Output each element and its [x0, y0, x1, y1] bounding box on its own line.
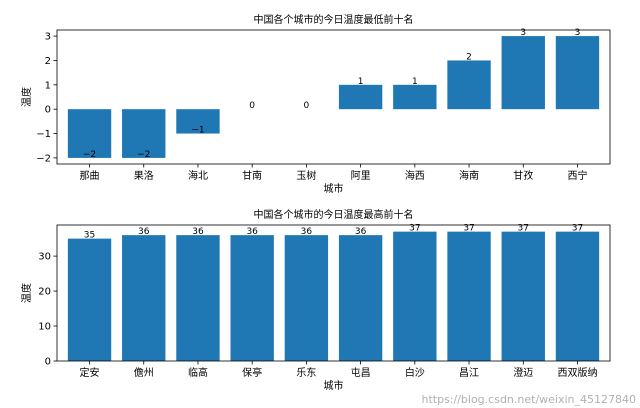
chart1-bar-8 — [447, 60, 491, 110]
chart2-data-label-3: 36 — [192, 227, 204, 237]
chart1-bar-2 — [122, 109, 166, 158]
chart1-bar-1 — [67, 109, 112, 158]
chart2-data-label-9: 37 — [518, 224, 529, 234]
chart1-x-tick-label-8: 海南 — [459, 169, 479, 182]
chart2-bar-5 — [284, 235, 329, 361]
chart1-data-label-1: −2 — [83, 150, 96, 160]
chart2-y-tick-label-1: 0 — [45, 357, 51, 368]
chart2-data-label-2: 36 — [138, 227, 150, 237]
chart2-bar-3 — [176, 235, 220, 361]
chart2-y-tick-label-3: 20 — [38, 287, 51, 298]
chart1-bar-9 — [501, 36, 545, 110]
chart1-x-tick-label-7: 海西 — [405, 169, 425, 182]
chart1-y-axis-label: 温度 — [20, 87, 33, 107]
chart2-x-tick-label-2: 儋州 — [134, 366, 154, 379]
chart1-data-label-2: −2 — [137, 150, 150, 160]
chart1-bar-3 — [176, 109, 220, 134]
chart1-x-tick-label-6: 阿里 — [351, 170, 371, 182]
chart1-data-label-10: 3 — [575, 28, 581, 38]
chart2-bar-8 — [447, 231, 491, 361]
chart1-x-tick-label-5: 玉树 — [296, 169, 316, 182]
chart2-x-tick-label-3: 临高 — [188, 366, 208, 379]
chart2-x-tick-label-5: 乐东 — [296, 366, 316, 379]
chart1-y-tick-label-2: −1 — [36, 129, 51, 140]
chart2-bar-1 — [67, 238, 112, 361]
chart1-data-label-3: −1 — [191, 126, 204, 136]
chart1-x-tick-label-10: 西宁 — [567, 169, 587, 182]
chart2-y-tick-label-2: 10 — [38, 322, 51, 333]
chart1-x-tick-label-3: 海北 — [188, 169, 208, 182]
chart2-y-axis-label: 温度 — [20, 283, 33, 303]
chart2-x-tick-label-9: 澄迈 — [513, 366, 533, 379]
chart1-data-label-8: 2 — [466, 52, 472, 62]
chart1-y-tick-label-4: 1 — [45, 80, 51, 91]
chart2-x-axis-label: 城市 — [324, 379, 344, 392]
chart2-data-label-4: 36 — [246, 227, 258, 237]
chart1-y-tick-label-5: 2 — [45, 56, 51, 67]
chart1-data-label-6: 1 — [358, 77, 364, 87]
chart1-x-tick-label-9: 甘孜 — [513, 169, 533, 182]
chart1-data-label-7: 1 — [412, 77, 418, 87]
chart2-data-label-8: 37 — [463, 224, 474, 234]
chart2-x-tick-label-10: 西双版纳 — [557, 366, 597, 379]
chart2-bar-2 — [122, 235, 166, 361]
chart1-data-label-5: 0 — [304, 101, 310, 111]
chart1-x-tick-label-4: 甘南 — [242, 169, 262, 182]
chart2-data-label-5: 36 — [301, 227, 313, 237]
chart2-data-label-1: 35 — [84, 231, 95, 241]
chart2-y-tick-label-4: 30 — [38, 252, 51, 263]
chart1-x-tick-label-1: 那曲 — [80, 170, 100, 182]
chart2-plot-frame — [56, 224, 611, 362]
chart2-x-tick-label-7: 白沙 — [405, 366, 425, 379]
chart2-bar-4 — [230, 235, 274, 361]
chart2-bar-7 — [393, 231, 437, 361]
chart1-bar-10 — [555, 36, 600, 110]
chart1-data-label-4: 0 — [249, 101, 255, 111]
chart1-data-label-9: 3 — [520, 28, 526, 38]
chart2-data-label-10: 37 — [572, 224, 583, 234]
chart1-y-tick-label-1: −2 — [36, 153, 51, 164]
chart2-x-tick-label-1: 定安 — [80, 366, 100, 379]
chart1-title: 中国各个城市的今日温度最低前十名 — [254, 13, 414, 26]
chart2-x-tick-label-8: 昌江 — [459, 367, 479, 379]
chart1-bar-6 — [338, 84, 383, 110]
chart2-title: 中国各个城市的今日温度最高前十名 — [254, 208, 414, 221]
chart1-y-tick-label-3: 0 — [45, 105, 51, 116]
chart1-bar-7 — [393, 84, 437, 110]
chart2-data-label-6: 36 — [355, 227, 367, 237]
chart1-x-axis-label: 城市 — [324, 182, 344, 195]
chart2-x-tick-label-6: 屯昌 — [351, 366, 371, 379]
chart2-bar-10 — [555, 231, 600, 361]
watermark-text: https://blog.csdn.net/weixin_45127840 — [421, 393, 636, 406]
chart1-plot-frame — [56, 29, 611, 165]
chart2-bar-6 — [338, 235, 383, 361]
chart2-bar-9 — [501, 231, 545, 361]
chart1-y-tick-label-6: 3 — [45, 32, 51, 43]
chart1-x-tick-label-2: 果洛 — [134, 169, 154, 182]
chart2-data-label-7: 37 — [409, 224, 420, 234]
chart2-x-tick-label-4: 保亭 — [242, 366, 262, 379]
